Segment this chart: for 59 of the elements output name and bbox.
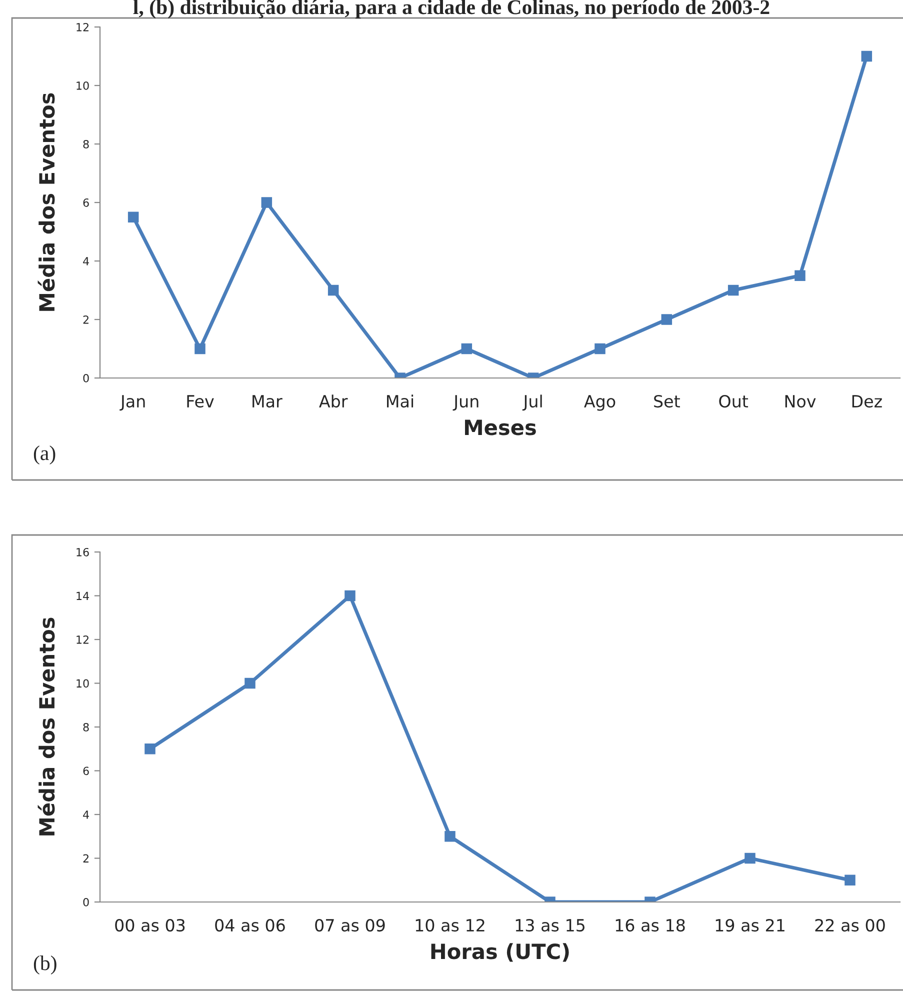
y-axis-title: Média dos Eventos: [38, 93, 55, 311]
x-tick-label: 22 as 00: [815, 918, 885, 932]
y-tick-label: 10: [76, 81, 89, 90]
chart-title: l, (b) distribuição diária, para a cidade de Colinas, no período de 2003-2: [133, 0, 770, 18]
x-tick-label: Set: [654, 394, 680, 408]
y-tick-label: 2: [83, 315, 88, 324]
y-tick-label: 2: [83, 854, 88, 862]
y-axis-title: Média dos Eventos: [38, 618, 55, 836]
y-tick-label: 8: [83, 722, 89, 732]
point: [594, 343, 606, 354]
point: [261, 197, 272, 208]
y-tick-label: 4: [83, 810, 89, 819]
x-tick-label: Jul: [522, 394, 542, 411]
point: [744, 852, 756, 864]
point: [444, 830, 456, 842]
x-axis-title: Meses: [465, 420, 536, 436]
point: [328, 284, 339, 296]
x-tick-label: Fev: [187, 395, 214, 408]
x-tick-label: Nov: [785, 395, 816, 408]
x-tick-label: 19 as 21: [716, 918, 784, 932]
y-tick-label: 0: [83, 898, 89, 906]
x-tick-label: 10 as 12: [416, 918, 484, 932]
y-tick-label: 12: [76, 22, 88, 32]
point: [144, 743, 156, 754]
point: [661, 314, 672, 325]
y-tick-label: 6: [83, 766, 89, 776]
x-tick-label: 00 as 03: [115, 918, 185, 932]
x-tick-label: Jun: [452, 395, 478, 411]
x-axis-title: Horas (UTC): [431, 943, 569, 962]
x-tick-label: Jan: [120, 395, 145, 411]
point: [194, 343, 206, 354]
point: [728, 284, 739, 296]
y-tick-label: 8: [83, 140, 89, 148]
point: [461, 343, 472, 354]
y-tick-label: 0: [83, 374, 89, 382]
x-tick-label: 07 as 09: [315, 918, 385, 932]
point: [244, 678, 256, 689]
text: (b): [34, 956, 56, 974]
x-tick-label: 13 as 15: [516, 918, 584, 932]
x-tick-label: Dez: [852, 395, 882, 408]
x-tick-label: 16 as 18: [616, 918, 685, 932]
text: (a): [34, 446, 56, 464]
point: [794, 270, 806, 282]
y-tick-label: 16: [76, 548, 89, 556]
x-tick-label: Ago: [584, 395, 616, 411]
y-tick-label: 12: [76, 635, 88, 644]
point: [861, 50, 872, 62]
point: [844, 874, 856, 886]
x-tick-label: Out: [719, 394, 748, 408]
y-tick-label: 10: [76, 679, 89, 688]
x-tick-label: Mai: [387, 394, 414, 408]
y-tick-label: 14: [76, 592, 89, 600]
x-tick-label: Abr: [319, 394, 348, 408]
y-tick-label: 4: [83, 257, 89, 266]
x-tick-label: 04 as 06: [215, 918, 285, 932]
x-tick-label: Mar: [252, 395, 282, 408]
y-tick-label: 6: [83, 198, 89, 207]
point: [128, 212, 139, 223]
point: [344, 590, 356, 602]
